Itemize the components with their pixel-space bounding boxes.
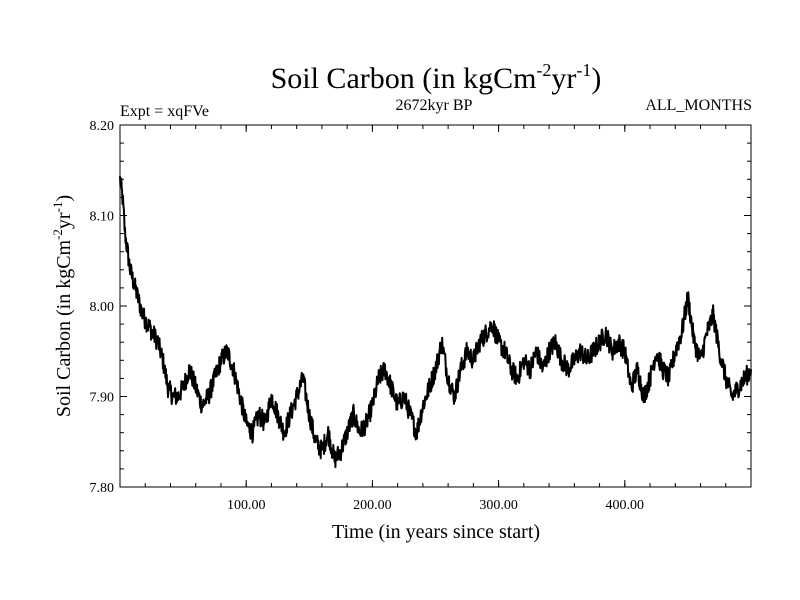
months-label: ALL_MONTHS (645, 97, 752, 114)
y-tick-label: 7.80 (90, 481, 115, 496)
y-tick-label: 8.20 (90, 119, 115, 134)
y-axis-label: Soil Carbon (in kgCm-2yr-1) (50, 195, 75, 417)
period-label: 2672kyr BP (396, 97, 473, 114)
y-tick-label: 7.90 (90, 391, 115, 406)
soil-carbon-series-line (119, 176, 752, 469)
x-tick-label: 200.00 (353, 498, 392, 513)
experiment-label: Expt = xqFVe (120, 103, 209, 120)
x-tick-label: 400.00 (606, 498, 645, 513)
y-tick-label: 8.10 (90, 210, 115, 225)
chart-title: Soil Carbon (in kgCm-2yr-1) (271, 60, 602, 95)
x-axis-label: Time (in years since start) (332, 521, 540, 543)
x-tick-label: 300.00 (479, 498, 518, 513)
axis-ticks (119, 124, 752, 488)
plot-frame (119, 124, 752, 488)
axis-tick-labels: 7.80 7.90 8.00 8.10 8.20 100.00 200.00 300.00 40… (90, 119, 645, 513)
y-tick-label: 8.00 (90, 300, 115, 315)
x-tick-label: 100.00 (227, 498, 266, 513)
